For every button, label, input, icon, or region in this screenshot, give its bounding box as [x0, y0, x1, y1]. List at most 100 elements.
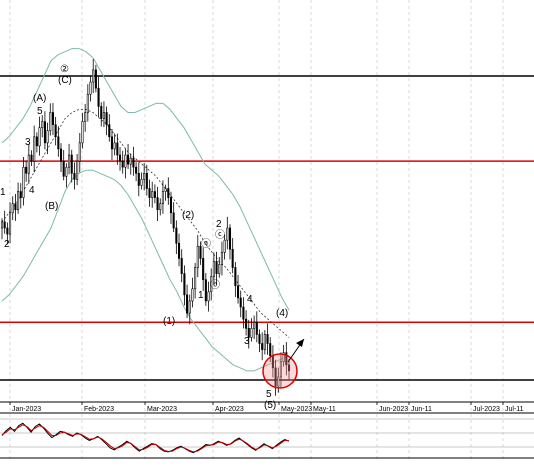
candle-body — [282, 352, 285, 363]
candle-body — [177, 242, 181, 259]
candle-body — [137, 172, 140, 186]
candle-body — [129, 157, 132, 165]
wave-label: 1 — [198, 290, 204, 301]
bollinger-middle-band — [1, 109, 290, 338]
x-tick-label: May-11 — [313, 406, 336, 413]
x-tick-label: Apr-2023 — [215, 406, 244, 413]
bollinger-lower-band — [1, 169, 290, 372]
candle-body — [89, 81, 92, 95]
candle-body — [124, 154, 127, 168]
candle-body — [255, 321, 258, 335]
candle-body — [25, 166, 28, 174]
candle-body — [204, 279, 207, 302]
candle-body — [228, 227, 232, 250]
candle-body — [84, 112, 87, 122]
candle-body — [269, 343, 272, 356]
candle-body — [100, 106, 103, 119]
x-axis: Jan-2023 Feb-2023 Mar-2023 Apr-2023 May-2023… — [0, 401, 534, 413]
candle-body — [143, 172, 146, 180]
wave-label: ② — [60, 64, 69, 75]
candle-body — [191, 288, 194, 302]
candle-body — [207, 291, 210, 302]
candle-body — [220, 252, 223, 265]
target-circle — [262, 353, 298, 389]
wave-label: (B) — [45, 201, 58, 212]
candle-body — [188, 300, 191, 314]
candle-body — [169, 197, 173, 214]
candle-body — [121, 160, 124, 168]
oscillator-line-1 — [1, 424, 290, 453]
candle-body — [57, 136, 60, 150]
candle-body — [140, 179, 143, 186]
candle-body — [3, 221, 6, 229]
candle-body — [164, 188, 167, 192]
candle-body — [19, 191, 22, 198]
candle-body — [234, 267, 237, 287]
x-tick-label: Jan-2023 — [12, 406, 41, 413]
oscillator-panel — [0, 412, 534, 459]
wave-label: (2) — [182, 210, 194, 221]
candle-body — [145, 172, 148, 189]
wave-label: 5 — [37, 106, 43, 117]
x-tick-label: Feb-2023 — [84, 406, 114, 413]
candle-body — [180, 258, 183, 274]
candle-body — [97, 87, 100, 107]
candle-body — [46, 130, 49, 144]
candle-body — [94, 69, 97, 89]
candle-body — [92, 69, 95, 83]
candle-body — [33, 136, 36, 162]
x-tick-label: Jul-11 — [505, 406, 524, 413]
candle-body — [274, 367, 277, 387]
candle-body — [210, 276, 213, 293]
candle-body — [287, 364, 291, 372]
candle-body — [202, 258, 205, 280]
wave-label: (A) — [33, 93, 46, 104]
candle-body — [242, 306, 245, 320]
candle-body — [199, 245, 202, 259]
candle-body — [183, 273, 186, 296]
x-tick-label: Jul-2023 — [473, 406, 500, 413]
candle-body — [68, 154, 71, 168]
candle-body — [266, 334, 269, 344]
candle-body — [54, 124, 57, 138]
candle-body — [110, 136, 114, 150]
oscillator-lines — [1, 422, 290, 454]
x-tick-label: Jun-2023 — [379, 406, 408, 413]
candle-body — [14, 203, 17, 211]
wave-label: ⓐ — [201, 238, 211, 250]
candle-body — [277, 376, 280, 387]
candle-body — [108, 124, 111, 138]
support-resistance-levels — [0, 75, 534, 381]
wave-label: ⓒ — [215, 229, 225, 241]
candle-body — [186, 294, 189, 314]
candle-body — [258, 334, 261, 344]
candle-body — [161, 191, 164, 204]
candle-body — [236, 285, 240, 299]
x-tick-label: Mar-2023 — [147, 406, 177, 413]
candle-body — [245, 318, 248, 329]
candle-body — [253, 321, 256, 329]
candle-body — [43, 121, 46, 144]
candle-body — [156, 197, 159, 211]
candle-body — [86, 93, 89, 113]
wave-label: 2 — [4, 239, 10, 250]
candle-body — [35, 136, 38, 147]
candle-body — [212, 261, 215, 277]
wave-label: (1) — [163, 316, 175, 327]
candle-body — [30, 154, 33, 162]
candle-body — [215, 261, 218, 274]
wave-label: 5 — [266, 389, 272, 400]
candle-body — [247, 328, 250, 338]
candle-body — [38, 127, 41, 147]
wave-label: 1 — [0, 187, 6, 198]
candle-body — [239, 297, 242, 308]
candle-body — [49, 112, 52, 132]
candle-body — [65, 166, 68, 177]
bollinger-upper-band — [1, 48, 290, 311]
candle-body — [102, 112, 105, 119]
candle-body — [285, 352, 288, 366]
candle-body — [70, 154, 73, 174]
x-tick-label: May-2023 — [281, 406, 312, 413]
